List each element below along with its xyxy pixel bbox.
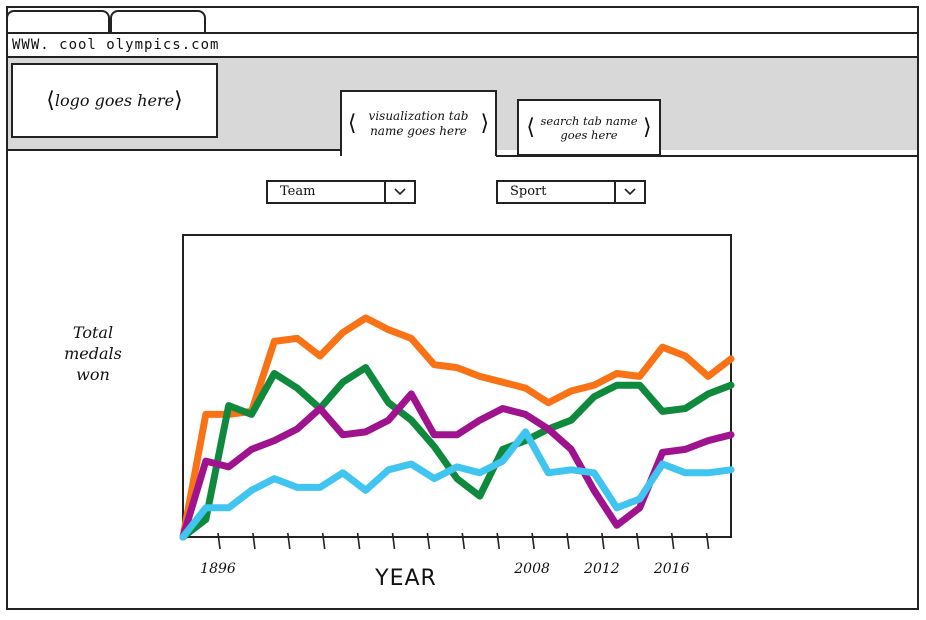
x-tick xyxy=(287,532,291,550)
chevron-right-icon: ⟩ xyxy=(480,111,490,136)
address-bar-divider xyxy=(6,56,919,58)
x-tick xyxy=(391,532,396,550)
tab-strip-divider xyxy=(6,32,919,34)
address-bar[interactable]: WWW. cool olympics.com xyxy=(12,37,220,53)
browser-tab[interactable] xyxy=(110,10,206,34)
series-line-orange xyxy=(179,314,735,541)
x-tick xyxy=(426,532,431,550)
x-tick xyxy=(531,532,535,550)
x-tick xyxy=(566,532,570,550)
x-tick-label: 2016 xyxy=(653,561,690,577)
x-tick-label: 2008 xyxy=(513,561,550,577)
series-line-blue xyxy=(179,428,735,541)
x-tick xyxy=(217,532,221,550)
header-divider xyxy=(6,149,342,151)
x-tick-label: 1896 xyxy=(200,561,236,577)
x-tick xyxy=(635,532,640,550)
series-line-purple xyxy=(179,390,735,541)
tab-label: search tab name goes here xyxy=(540,113,638,142)
x-tick xyxy=(670,532,675,550)
tab-visualization[interactable]: ⟨ visualization tab name goes here ⟩ xyxy=(340,90,497,156)
x-tick xyxy=(496,532,500,550)
x-tick xyxy=(601,532,605,550)
x-tick xyxy=(705,532,710,550)
x-tick xyxy=(321,532,326,550)
x-tick xyxy=(356,532,361,550)
logo-placeholder: ⟨ logo goes here ⟩ xyxy=(11,63,218,138)
series-line-green xyxy=(179,364,735,541)
y-axis-label: Total medals won xyxy=(64,323,122,384)
chevron-left-icon: ⟨ xyxy=(526,114,535,140)
chevron-left-icon: ⟨ xyxy=(347,111,357,136)
team-dropdown-value: Team xyxy=(280,184,316,199)
team-dropdown[interactable]: Team xyxy=(266,180,416,204)
chevron-right-icon: ⟩ xyxy=(174,87,183,113)
sport-dropdown-value: Sport xyxy=(510,184,547,199)
browser-window xyxy=(6,6,919,610)
chevron-down-icon[interactable] xyxy=(614,182,644,202)
logo-text: logo goes here xyxy=(54,91,175,110)
x-axis-label: YEAR xyxy=(375,566,437,591)
x-tick xyxy=(461,532,466,550)
chevron-left-icon: ⟨ xyxy=(46,87,55,113)
tab-label: visualization tab name goes here xyxy=(368,109,469,138)
browser-tab[interactable] xyxy=(6,10,110,34)
x-tick-label: 2012 xyxy=(583,561,620,577)
medals-line-chart: 1896 2008 2012 2016 xyxy=(179,234,735,577)
x-tick xyxy=(252,532,256,550)
tab-search[interactable]: ⟨ search tab name goes here ⟩ xyxy=(517,99,661,156)
sport-dropdown[interactable]: Sport xyxy=(496,180,646,204)
header-divider xyxy=(496,155,919,157)
chevron-down-icon[interactable] xyxy=(384,182,414,202)
chevron-right-icon: ⟩ xyxy=(643,114,652,140)
